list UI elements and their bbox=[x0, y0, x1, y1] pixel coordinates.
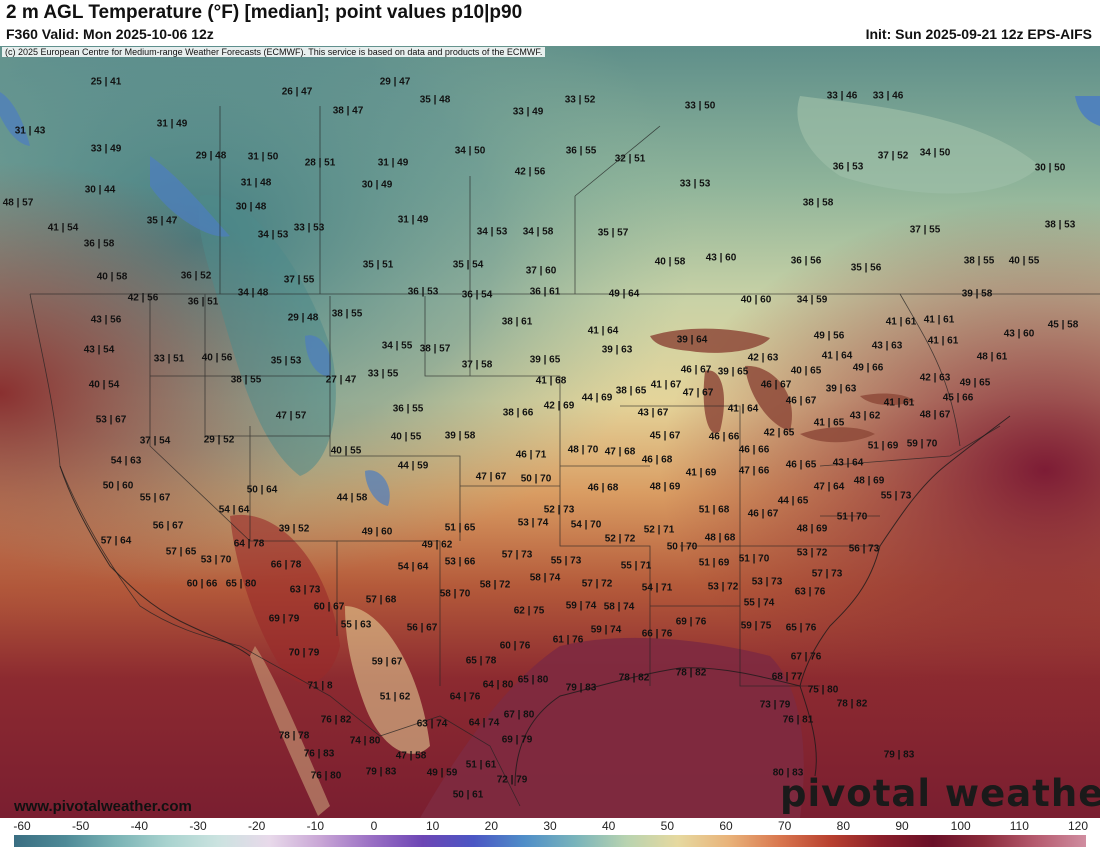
legend-tick: 10 bbox=[425, 819, 440, 833]
legend-colorbar bbox=[14, 835, 1086, 847]
legend-tick: 80 bbox=[836, 819, 851, 833]
valid-time: F360 Valid: Mon 2025-10-06 12z bbox=[6, 26, 214, 42]
legend-tick: 70 bbox=[777, 819, 792, 833]
legend-tick: 120 bbox=[1067, 819, 1089, 833]
legend-tick: 60 bbox=[719, 819, 733, 833]
legend-tick: 20 bbox=[484, 819, 499, 833]
legend-tick: -10 bbox=[306, 819, 324, 833]
legend-tick: 110 bbox=[1009, 819, 1029, 833]
copyright-notice: (c) 2025 European Centre for Medium-rang… bbox=[2, 47, 546, 57]
legend-tick: -60 bbox=[13, 819, 31, 833]
legend-tick: -50 bbox=[71, 819, 90, 833]
map-canvas bbox=[0, 46, 1100, 818]
legend-tick: 50 bbox=[660, 819, 675, 833]
temperature-map[interactable] bbox=[0, 46, 1100, 818]
legend-tick: -40 bbox=[130, 819, 148, 833]
map-title: 2 m AGL Temperature (°F) [median]; point… bbox=[6, 2, 523, 23]
init-time: Init: Sun 2025-09-21 12z EPS-AIFS bbox=[865, 26, 1092, 42]
site-url[interactable]: www.pivotalweather.com bbox=[14, 798, 192, 815]
legend-ticks: -60 -50 -40 -30 -20 -10 0 10 20 30 40 50 60 70 80 90 100… bbox=[0, 818, 1100, 834]
color-legend: -60 -50 -40 -30 -20 -10 0 10 20 30 40 50 60 70 80 90 100… bbox=[0, 818, 1100, 850]
legend-tick: -20 bbox=[247, 819, 266, 833]
legend-tick: 40 bbox=[601, 819, 616, 833]
header: 2 m AGL Temperature (°F) [median]; point… bbox=[0, 0, 1100, 46]
brand-logo: pivotal weather bbox=[780, 772, 1100, 815]
legend-tick: -30 bbox=[189, 819, 207, 833]
legend-tick: 100 bbox=[950, 819, 971, 833]
legend-tick: 0 bbox=[370, 819, 378, 833]
legend-tick: 30 bbox=[543, 819, 557, 833]
legend-tick: 90 bbox=[895, 819, 909, 833]
